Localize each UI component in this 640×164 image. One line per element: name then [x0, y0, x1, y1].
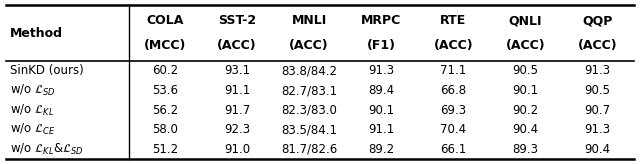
Text: 90.1: 90.1	[513, 84, 538, 97]
Text: 53.6: 53.6	[152, 84, 178, 97]
Text: 51.2: 51.2	[152, 143, 178, 156]
Text: (F1): (F1)	[367, 39, 396, 52]
Text: 66.1: 66.1	[440, 143, 467, 156]
Text: 90.5: 90.5	[513, 64, 538, 77]
Text: (ACC): (ACC)	[506, 39, 545, 52]
Text: 89.2: 89.2	[368, 143, 394, 156]
Text: Method: Method	[10, 27, 63, 40]
Text: 90.2: 90.2	[513, 104, 538, 117]
Text: MNLI: MNLI	[291, 14, 326, 27]
Text: 92.3: 92.3	[224, 123, 250, 136]
Text: 56.2: 56.2	[152, 104, 178, 117]
Text: (ACC): (ACC)	[433, 39, 473, 52]
Text: QQP: QQP	[582, 14, 612, 27]
Text: 60.2: 60.2	[152, 64, 178, 77]
Text: (ACC): (ACC)	[217, 39, 257, 52]
Text: 83.8/84.2: 83.8/84.2	[281, 64, 337, 77]
Text: SinKD (ours): SinKD (ours)	[10, 64, 83, 77]
Text: 90.4: 90.4	[513, 123, 538, 136]
Text: w/o $\mathcal{L}_{SD}$: w/o $\mathcal{L}_{SD}$	[10, 83, 56, 98]
Text: w/o $\mathcal{L}_{KL}$&$\mathcal{L}_{SD}$: w/o $\mathcal{L}_{KL}$&$\mathcal{L}_{SD}…	[10, 142, 83, 157]
Text: 70.4: 70.4	[440, 123, 467, 136]
Text: 90.7: 90.7	[584, 104, 611, 117]
Text: COLA: COLA	[146, 14, 184, 27]
Text: SST-2: SST-2	[218, 14, 256, 27]
Text: 71.1: 71.1	[440, 64, 467, 77]
Text: 90.5: 90.5	[584, 84, 611, 97]
Text: 90.1: 90.1	[368, 104, 394, 117]
Text: 69.3: 69.3	[440, 104, 467, 117]
Text: RTE: RTE	[440, 14, 467, 27]
Text: 83.5/84.1: 83.5/84.1	[281, 123, 337, 136]
Text: 91.3: 91.3	[584, 64, 611, 77]
Text: 91.3: 91.3	[584, 123, 611, 136]
Text: QNLI: QNLI	[509, 14, 542, 27]
Text: 90.4: 90.4	[584, 143, 611, 156]
Text: 91.1: 91.1	[224, 84, 250, 97]
Text: 58.0: 58.0	[152, 123, 178, 136]
Text: 93.1: 93.1	[224, 64, 250, 77]
Text: (ACC): (ACC)	[289, 39, 329, 52]
Text: 81.7/82.6: 81.7/82.6	[281, 143, 337, 156]
Text: (ACC): (ACC)	[578, 39, 618, 52]
Text: 82.7/83.1: 82.7/83.1	[281, 84, 337, 97]
Text: 66.8: 66.8	[440, 84, 467, 97]
Text: 89.4: 89.4	[368, 84, 394, 97]
Text: 82.3/83.0: 82.3/83.0	[281, 104, 337, 117]
Text: (MCC): (MCC)	[143, 39, 186, 52]
Text: w/o $\mathcal{L}_{KL}$: w/o $\mathcal{L}_{KL}$	[10, 103, 54, 118]
Text: 91.7: 91.7	[224, 104, 250, 117]
Text: 91.3: 91.3	[368, 64, 394, 77]
Text: 91.1: 91.1	[368, 123, 394, 136]
Text: 89.3: 89.3	[513, 143, 538, 156]
Text: MRPC: MRPC	[361, 14, 401, 27]
Text: 91.0: 91.0	[224, 143, 250, 156]
Text: w/o $\mathcal{L}_{CE}$: w/o $\mathcal{L}_{CE}$	[10, 122, 55, 137]
